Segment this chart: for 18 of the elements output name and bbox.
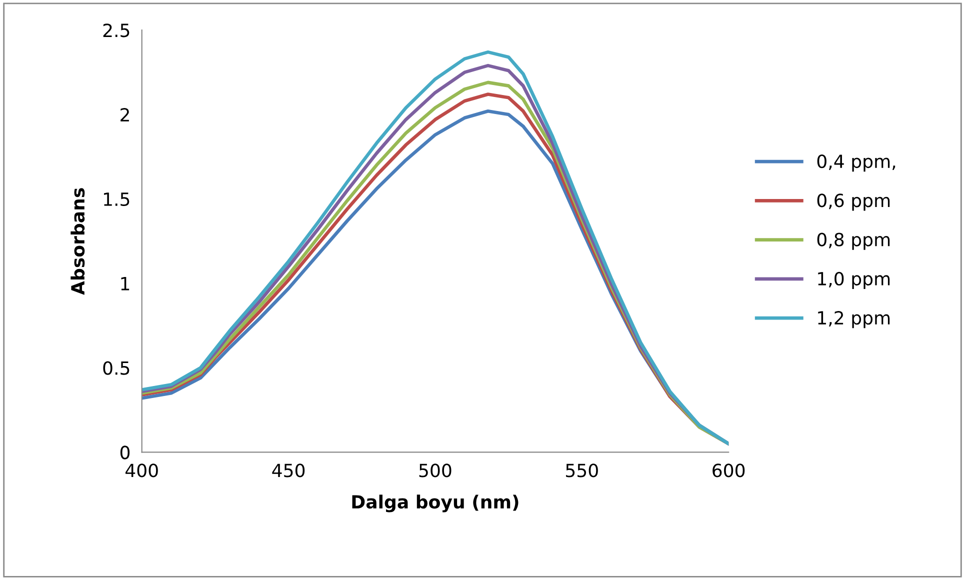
legend-label: 0,6 ppm bbox=[817, 194, 890, 211]
x-tick-label: 600 bbox=[712, 464, 745, 478]
x-tick-label: 400 bbox=[126, 464, 158, 478]
x-tick-label: 450 bbox=[272, 464, 305, 478]
legend-label: 0,8 ppm bbox=[817, 232, 890, 250]
y-tick-label: 0 bbox=[120, 446, 130, 460]
y-tick-label: 1.5 bbox=[104, 192, 130, 206]
y-axis-title: Absorbans bbox=[70, 188, 85, 295]
y-tick-label: 0.5 bbox=[103, 361, 130, 375]
legend-label: 1,0 ppm bbox=[818, 272, 890, 290]
x-tick-label: 550 bbox=[566, 464, 598, 478]
x-axis-title: Dalga boyu (nm) bbox=[352, 494, 518, 512]
legend-label: 0,4 ppm, bbox=[817, 154, 896, 172]
y-tick-label: 2 bbox=[120, 108, 129, 122]
y-tick-label: 1 bbox=[121, 277, 130, 290]
y-tick-label: 2.5 bbox=[103, 24, 130, 38]
legend-label: 1,2 ppm bbox=[818, 311, 890, 328]
x-tick-label: 500 bbox=[419, 464, 452, 478]
